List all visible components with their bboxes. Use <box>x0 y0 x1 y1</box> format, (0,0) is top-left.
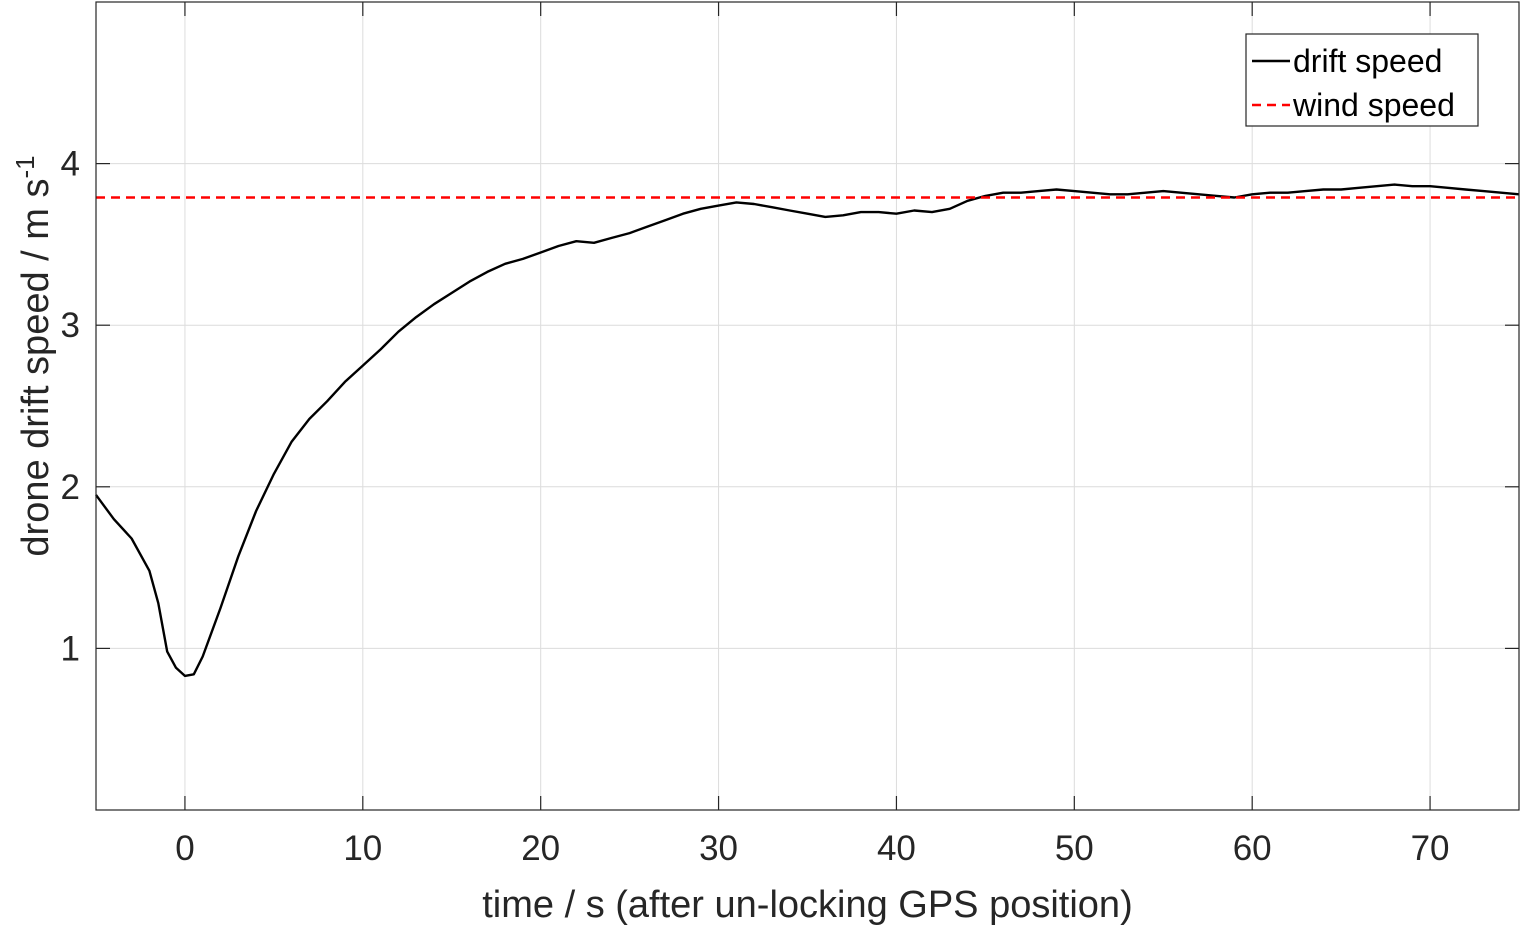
x-tick-label: 10 <box>343 829 382 868</box>
plot-frame <box>95 1 1520 811</box>
x-tick-label: 50 <box>1055 829 1094 868</box>
legend-box <box>1245 33 1479 127</box>
data-series <box>95 183 1520 678</box>
y-axis-label: drone drift speed / m s-1 <box>10 155 57 556</box>
x-tick-label: 60 <box>1233 829 1272 868</box>
axis-ticks <box>96 2 1519 810</box>
legend: drift speed wind speed <box>1245 33 1479 127</box>
y-tick-label: 3 <box>61 306 80 345</box>
y-tick-label: 2 <box>61 468 80 507</box>
tick-labels: 0 10 20 30 40 50 60 70 1 2 3 4 <box>61 145 1450 868</box>
legend-label: wind speed <box>1292 87 1455 123</box>
x-tick-label: 70 <box>1411 829 1450 868</box>
y-axis-label-main: drone drift speed / m s <box>15 179 57 557</box>
x-tick-label: 40 <box>877 829 916 868</box>
legend-label: drift speed <box>1293 43 1442 79</box>
x-tick-label: 0 <box>175 829 194 868</box>
x-axis-label: time / s (after un-locking GPS position) <box>482 884 1132 926</box>
x-tick-label: 20 <box>521 829 560 868</box>
y-tick-label: 1 <box>61 629 80 668</box>
grid-lines <box>96 2 1519 810</box>
x-tick-label: 30 <box>699 829 738 868</box>
y-tick-label: 4 <box>61 145 80 184</box>
series-line-drift-speed <box>95 183 1520 678</box>
y-axis-label-superscript: -1 <box>10 155 40 178</box>
